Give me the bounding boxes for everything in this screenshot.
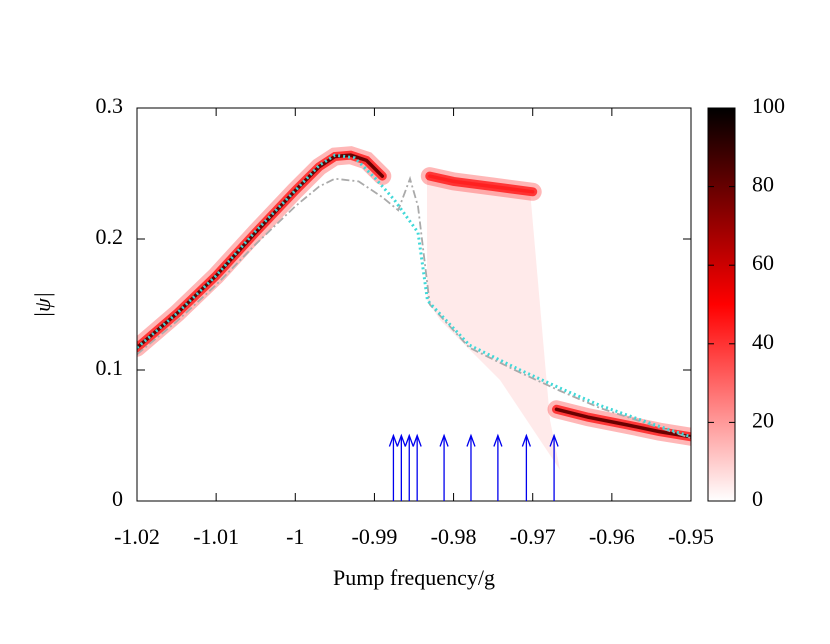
density-core: [428, 174, 535, 194]
density-core: [554, 407, 691, 439]
x-tick-label: -1: [286, 524, 304, 549]
arrow-head: [493, 433, 503, 447]
plot-frame: [136, 107, 692, 502]
arrow-head: [549, 433, 559, 447]
arrow-head: [521, 433, 531, 447]
x-tick-label: -1.01: [193, 524, 239, 549]
x-tick-label: -0.95: [668, 524, 714, 549]
y-tick-label: 0.1: [96, 355, 124, 380]
arrow-head: [439, 433, 449, 447]
colorbar-tick-label: 0: [752, 486, 763, 511]
arrow-head: [388, 433, 399, 447]
arrow-head: [404, 433, 414, 447]
y-tick-label: 0.3: [96, 93, 124, 118]
colorbar-tick-label: 20: [752, 407, 774, 432]
colorbar-tick-label: 60: [752, 250, 774, 275]
colorbar-tick-label: 80: [752, 172, 774, 197]
plot-area: [137, 146, 691, 446]
arrow-head: [466, 433, 476, 447]
colorbar: [707, 107, 736, 502]
x-tick-label: -0.97: [510, 524, 556, 549]
arrow-head: [396, 433, 406, 447]
x-tick-label: -0.96: [589, 524, 635, 549]
density-haze: [427, 175, 560, 470]
colorbar-tick-label: 100: [752, 93, 785, 118]
y-tick-label: 0.2: [96, 224, 124, 249]
y-tick-label: 0: [112, 486, 123, 511]
x-tick-label: -0.98: [431, 524, 477, 549]
y-axis-label: |ψ|: [30, 292, 55, 318]
dotted-curve: [137, 153, 691, 439]
dashdot-curve: [137, 175, 691, 439]
arrow-head: [412, 433, 422, 447]
x-tick-label: -0.99: [352, 524, 398, 549]
colorbar-tick-label: 40: [752, 329, 774, 354]
density-band: [137, 150, 387, 353]
x-tick-label: -1.02: [114, 524, 160, 549]
x-axis-label: Pump frequency/g: [333, 565, 495, 590]
